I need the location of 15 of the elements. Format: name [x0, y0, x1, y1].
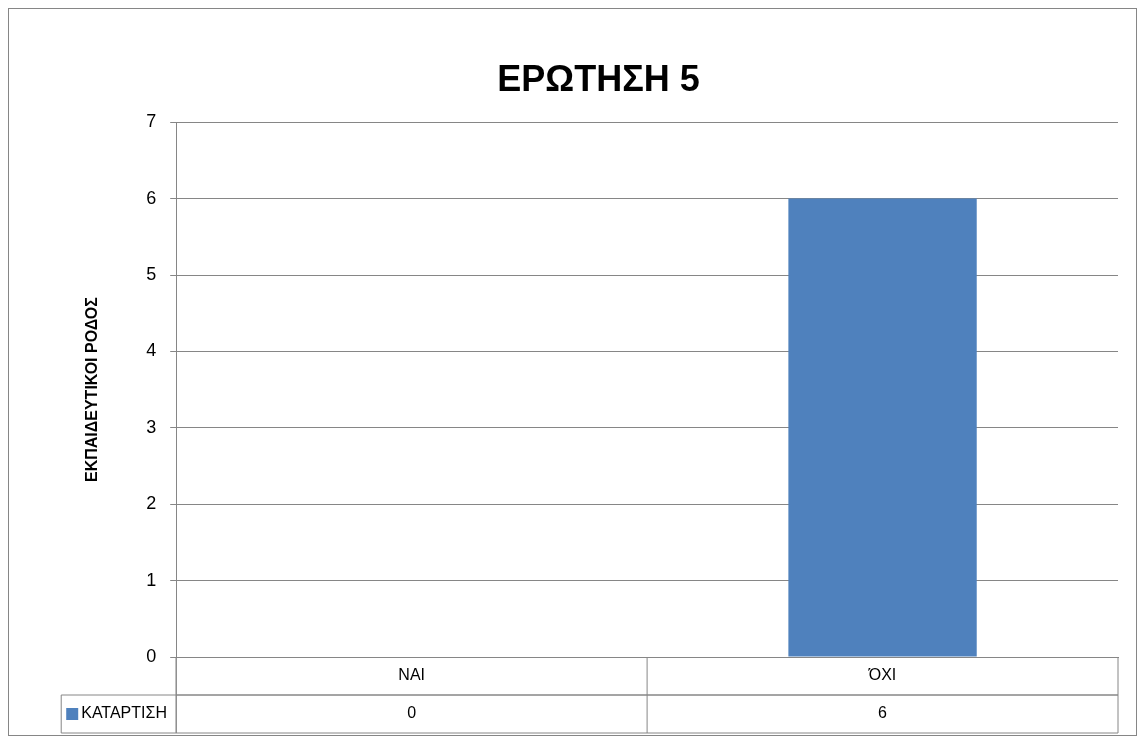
y-tick-label: 4	[146, 340, 157, 361]
y-axis-title: ΕΚΠΑΙΔΕΥΤΙΚΟΙ ΡΟΔΟΣ	[83, 296, 101, 483]
data-label: 0	[407, 704, 417, 722]
y-tick-label: 1	[146, 569, 157, 590]
x-tick-label: ΌΧΙ	[867, 666, 897, 684]
y-tick-label: 7	[146, 111, 157, 132]
chart-title: ΕΡΩΤΗΣΗ 5	[497, 57, 700, 99]
legend-label: ΚΑΤΑΡΤΙΣΗ	[81, 704, 167, 722]
y-tick-label: 0	[146, 645, 157, 666]
x-tick-label: ΝΑΙ	[398, 666, 425, 684]
data-label: 6	[878, 704, 888, 722]
y-tick-label: 2	[146, 493, 157, 514]
y-tick-label: 3	[146, 416, 157, 437]
y-tick-label: 5	[146, 263, 157, 284]
y-tick-label: 6	[146, 187, 157, 208]
